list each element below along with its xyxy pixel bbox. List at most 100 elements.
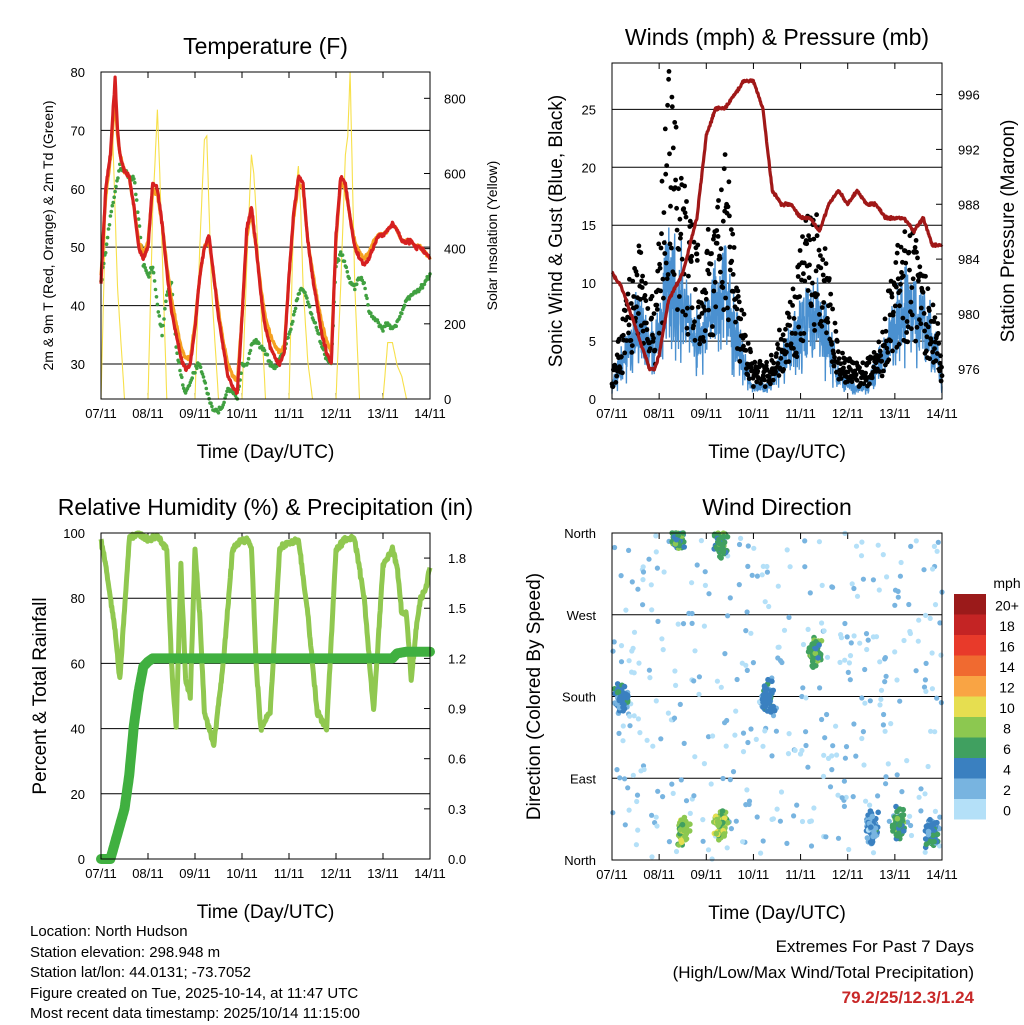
wdir-point <box>666 839 673 845</box>
wind-gust-point <box>731 245 737 250</box>
wdir-point <box>820 773 827 780</box>
wdir-point <box>644 737 650 743</box>
wdir-point <box>877 659 883 665</box>
wind-gust-point <box>710 332 716 338</box>
wdir-xtick-label: 10/11 <box>738 867 770 882</box>
wind-gust-point <box>768 381 773 387</box>
temp-dewpoint-point <box>134 198 139 202</box>
wind-gust-point <box>885 350 891 355</box>
wdir-point <box>932 729 938 735</box>
colorbar-swatch <box>954 799 986 820</box>
wdir-point <box>777 818 784 824</box>
wdir-point <box>935 539 941 545</box>
temp-dewpoint-point <box>347 276 352 281</box>
wind-gust-point <box>784 342 790 348</box>
wind-gust-point <box>691 239 697 245</box>
wdir-cluster-point <box>931 838 937 845</box>
wind-gust-point <box>709 251 714 256</box>
wind-gust-point <box>863 370 868 376</box>
wind-gust-point <box>728 227 734 233</box>
wind-gust-point <box>781 367 786 372</box>
wind-gust-point <box>685 305 690 311</box>
wdir-point <box>845 669 851 676</box>
wdir-point <box>764 569 771 575</box>
wdir-point <box>803 729 809 735</box>
temp-ytick-label: 30 <box>71 357 85 372</box>
wind-gust-point <box>935 321 941 326</box>
wind-gust-point <box>661 295 666 301</box>
wdir-xticks: 07/11 08/11 09/11 10/11 11/11 12/11 13/11 14/11 <box>596 533 958 882</box>
wdir-cluster-point <box>713 830 720 837</box>
wind-gust-point <box>768 352 774 358</box>
wdir-point <box>744 609 750 615</box>
wind-gust-point <box>915 255 920 261</box>
wdir-point <box>888 721 894 727</box>
wdir-point <box>634 792 641 798</box>
wdir-point <box>883 781 889 787</box>
wind-gust-point <box>791 316 797 321</box>
wind-gust-point <box>733 319 738 325</box>
wdir-point <box>753 736 759 743</box>
temp-dewpoint-point <box>295 297 300 301</box>
wdir-point <box>611 639 617 645</box>
wdir-point <box>740 749 747 755</box>
wind-y2label: Station Pressure (Maroon) <box>998 120 1019 343</box>
temp-dewpoint-point <box>160 333 164 338</box>
wdir-point <box>659 636 665 642</box>
wind-gust-point <box>715 204 720 210</box>
rh-ylabel: Percent & Total Rainfall <box>30 597 51 794</box>
wind-gust-point <box>659 178 665 184</box>
wind-gust-point <box>884 345 890 351</box>
wdir-point <box>732 732 738 738</box>
wdir-point <box>821 752 827 758</box>
wdir-point <box>660 794 666 800</box>
wind-gust-point <box>723 295 728 301</box>
wdir-point <box>760 838 766 844</box>
wind-gust-point <box>702 328 708 334</box>
wdir-point <box>921 567 927 573</box>
wind-gust-point <box>818 265 824 271</box>
wdir-cluster-point <box>678 837 684 844</box>
rh-y2tick-label: 1.8 <box>448 551 466 566</box>
wind-gust-point <box>877 348 883 354</box>
wdir-point <box>631 713 637 719</box>
wdir-point <box>640 569 647 575</box>
wind-gust-point <box>869 375 875 381</box>
wind-gust-point <box>914 249 919 255</box>
wind-gust-point <box>642 293 648 298</box>
wdir-point <box>843 794 849 800</box>
colorbar-label: 0 <box>1003 802 1011 818</box>
wdir-cluster-point <box>679 821 686 828</box>
colorbar-label: 2 <box>1003 782 1011 798</box>
wind-gust-point <box>759 362 765 368</box>
wind-gust-point <box>930 302 936 308</box>
wind-gust-point <box>811 322 817 327</box>
wind-gust-point <box>678 231 684 237</box>
wdir-point <box>743 662 749 668</box>
wdir-point <box>648 582 654 588</box>
wdir-point <box>654 565 661 571</box>
wdir-point <box>759 572 765 578</box>
wdir-point <box>653 533 659 539</box>
wind-gust-point <box>674 227 680 233</box>
wdir-point <box>837 659 843 666</box>
wind-gust-point <box>622 308 628 313</box>
wdir-point <box>696 674 703 680</box>
wdir-point <box>640 602 646 608</box>
rh-series-rainfall <box>96 646 435 864</box>
temp-dewpoint-point <box>293 306 298 311</box>
wind-gust-point <box>777 327 782 333</box>
wind-gust-point <box>745 372 751 378</box>
temp-dewpoint-point <box>135 210 140 214</box>
wind-gust-point <box>820 272 826 278</box>
temp-dewpoint-point <box>162 317 166 321</box>
wdir-point <box>878 687 885 693</box>
wdir-point <box>762 728 768 734</box>
temp-dewpoint-point <box>157 314 162 318</box>
wind-gust-point <box>878 353 884 358</box>
wdir-point <box>740 839 746 845</box>
wdir-point <box>665 710 672 716</box>
temp-y2label: Solar Insolation (Yellow) <box>484 161 500 311</box>
wind-gust-point <box>665 102 670 108</box>
wdir-point <box>921 684 928 690</box>
